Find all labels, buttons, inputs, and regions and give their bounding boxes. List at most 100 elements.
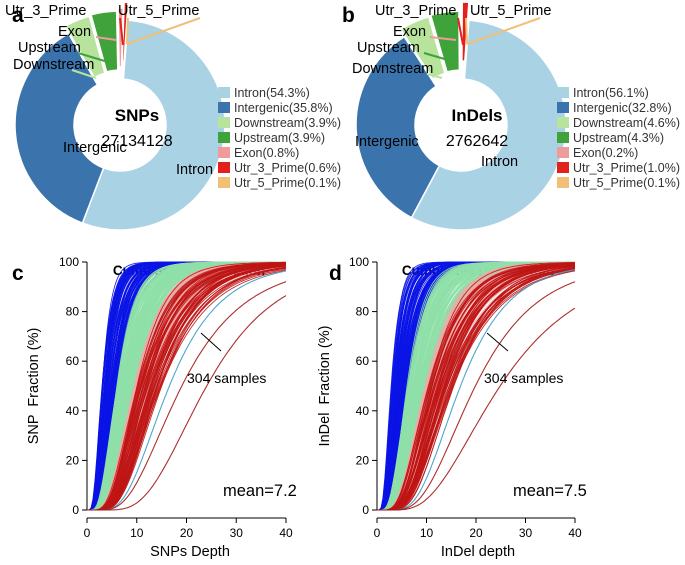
series-line [377,267,576,511]
series-line [377,262,575,511]
y-axis-label: SNP Fraction (%) [26,328,42,445]
slice-label-downstream: Downstream [352,61,433,77]
y-tick-label: 20 [356,453,370,467]
legend-entry: Utr_3_Prime(0.6%) [234,161,341,175]
donut-center-title: InDels [451,106,502,125]
legend-swatch [557,177,569,188]
legend-swatch [218,147,230,158]
legend-swatch [557,132,569,143]
leader-line [126,17,201,45]
series-curves [87,261,287,511]
series-curves [377,261,576,511]
slice-intergenic [14,32,105,225]
slice-label-exon: Exon [393,24,426,40]
slice-exon [117,7,125,68]
leader-line [71,69,97,79]
leader-line [77,52,109,63]
slice-intron [410,19,567,231]
slice-label-utr-5-prime: Utr_5_Prime [470,3,551,19]
series-line [377,269,576,511]
series-line [377,265,576,511]
legend-entry: Upstream(4.3%) [573,131,664,145]
legend-swatch [557,147,569,158]
legend-entry: Intergenic(35.8%) [234,101,333,115]
y-tick-label: 60 [66,354,80,368]
x-tick-label: 20 [180,526,194,540]
annotation-leader [486,332,509,352]
leader-line [466,17,541,45]
series-line [87,267,287,511]
leader-line [126,17,129,45]
legend-entry: Intergenic(32.8%) [573,101,672,115]
y-tick-label: 100 [349,255,369,269]
slice-utr-5-prime [464,1,471,62]
legend-entry: Intron(54.3%) [234,86,310,100]
legend-entry: Intron(56.1%) [573,86,649,100]
legend-entry: Downstream(3.9%) [234,116,341,130]
legend-swatch [218,177,230,188]
x-tick-label: 30 [230,526,244,540]
y-tick-label: 0 [72,503,79,517]
slice-label-downstream: Downstream [13,57,94,73]
x-tick-label: 40 [568,526,582,540]
series-line [87,269,287,511]
annotation-label: 304 samples [484,370,563,386]
series-line [377,268,576,511]
leader-line [95,36,117,41]
slice-intergenic [355,35,441,219]
legend-entry: Downstream(4.6%) [573,116,680,130]
leader-line [457,17,464,46]
slice-label-intron: Intron [176,162,213,178]
panel-letter: d [329,262,342,285]
y-tick-label: 100 [59,255,79,269]
series-line [87,270,287,511]
legend-entry: Utr_3_Prime(1.0%) [573,161,680,175]
x-tick-label: 0 [374,526,381,540]
annotation-leader [200,332,222,352]
x-tick-label: 0 [84,526,91,540]
series-line [377,265,576,511]
legend-swatch [557,117,569,128]
slice-label-utr-3-prime: Utr_3_Prime [375,3,456,19]
donut-center-title: SNPs [115,106,159,125]
annotation-label: 304 samples [187,370,266,386]
panel-letter: b [342,4,355,27]
donut-center-value: 2762642 [446,133,508,150]
y-tick-label: 0 [362,503,369,517]
slice-label-intergenic: Intergenic [355,134,419,150]
legend-swatch [557,162,569,173]
donut-center-value: 27134128 [101,133,172,150]
slice-upstream [90,10,119,73]
legend-swatch [557,102,569,113]
series-line [87,281,287,511]
series-line [87,295,287,511]
y-tick-label: 40 [66,404,80,418]
legend-entry: Utr_5_Prime(0.1%) [234,176,341,190]
leader-line [426,73,443,79]
y-tick-label: 60 [356,354,370,368]
series-line [377,270,576,511]
leader-line [429,36,457,41]
x-axis-label: InDel depth [441,544,515,560]
slice-label-upstream: Upstream [357,40,420,56]
series-line [87,266,287,511]
slice-label-upstream: Upstream [18,40,81,56]
slice-label-intergenic: Intergenic [63,140,127,156]
legend-entry: Exon(0.2%) [573,146,638,160]
mean-label: mean=7.5 [513,482,587,500]
y-axis-label: InDel Fraction (%) [317,326,333,447]
y-tick-label: 80 [66,305,80,319]
x-tick-label: 40 [279,526,293,540]
y-tick-label: 20 [66,453,80,467]
slice-label-intron: Intron [481,154,518,170]
x-axis-label: SNPs Depth [150,544,230,560]
y-tick-label: 40 [356,404,370,418]
x-tick-label: 10 [130,526,144,540]
legend-swatch [218,102,230,113]
leader-line [423,52,449,61]
legend-entry: Exon(0.8%) [234,146,299,160]
